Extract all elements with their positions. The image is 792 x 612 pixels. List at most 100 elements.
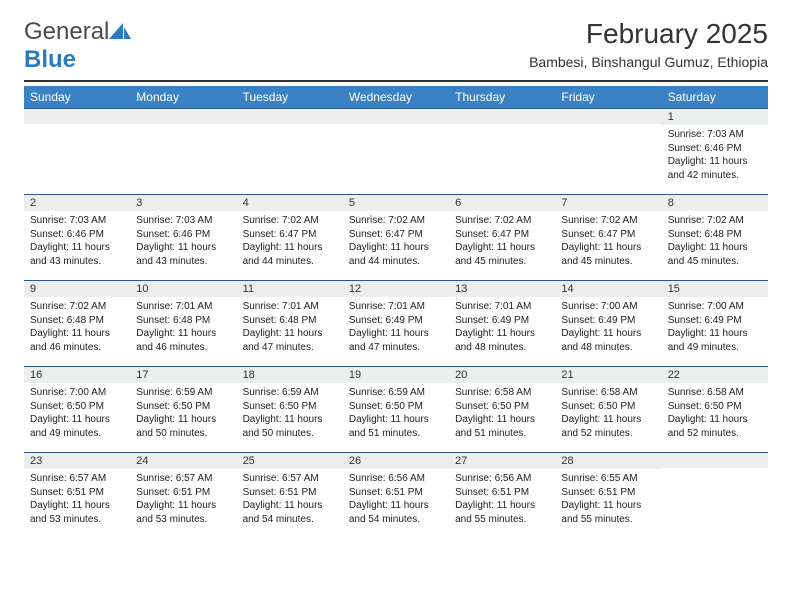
day-details: Sunrise: 6:55 AMSunset: 6:51 PMDaylight:…	[555, 469, 661, 530]
calendar-cell	[449, 108, 555, 194]
sunset-line: Sunset: 6:48 PM	[30, 314, 124, 328]
day-number: 22	[662, 366, 768, 383]
calendar-cell: 17Sunrise: 6:59 AMSunset: 6:50 PMDayligh…	[130, 366, 236, 452]
day-number	[237, 108, 343, 124]
day-details: Sunrise: 6:56 AMSunset: 6:51 PMDaylight:…	[343, 469, 449, 530]
day-number: 20	[449, 366, 555, 383]
calendar-cell: 21Sunrise: 6:58 AMSunset: 6:50 PMDayligh…	[555, 366, 661, 452]
day-details: Sunrise: 7:03 AMSunset: 6:46 PMDaylight:…	[662, 125, 768, 186]
location-label: Bambesi, Binshangul Gumuz, Ethiopia	[529, 54, 768, 70]
sunrise-line: Sunrise: 6:59 AM	[136, 386, 230, 400]
daylight-line: Daylight: 11 hours and 49 minutes.	[668, 327, 762, 354]
day-number: 16	[24, 366, 130, 383]
calendar-cell: 24Sunrise: 6:57 AMSunset: 6:51 PMDayligh…	[130, 452, 236, 538]
calendar-cell: 18Sunrise: 6:59 AMSunset: 6:50 PMDayligh…	[237, 366, 343, 452]
daylight-line: Daylight: 11 hours and 47 minutes.	[349, 327, 443, 354]
daylight-line: Daylight: 11 hours and 47 minutes.	[243, 327, 337, 354]
daylight-line: Daylight: 11 hours and 55 minutes.	[561, 499, 655, 526]
day-number	[130, 108, 236, 124]
calendar-cell: 15Sunrise: 7:00 AMSunset: 6:49 PMDayligh…	[662, 280, 768, 366]
sunset-line: Sunset: 6:46 PM	[30, 228, 124, 242]
calendar-week: 2Sunrise: 7:03 AMSunset: 6:46 PMDaylight…	[24, 194, 768, 280]
calendar-cell	[130, 108, 236, 194]
day-number: 27	[449, 452, 555, 469]
calendar-cell: 5Sunrise: 7:02 AMSunset: 6:47 PMDaylight…	[343, 194, 449, 280]
weekday-header: Monday	[130, 86, 236, 108]
day-number: 25	[237, 452, 343, 469]
daylight-line: Daylight: 11 hours and 43 minutes.	[30, 241, 124, 268]
weekday-header: Thursday	[449, 86, 555, 108]
sail-icon	[109, 23, 131, 39]
header: General Blue February 2025 Bambesi, Bins…	[24, 18, 768, 74]
sunrise-line: Sunrise: 6:59 AM	[349, 386, 443, 400]
calendar-cell: 16Sunrise: 7:00 AMSunset: 6:50 PMDayligh…	[24, 366, 130, 452]
weekday-header: Tuesday	[237, 86, 343, 108]
sunrise-line: Sunrise: 6:58 AM	[668, 386, 762, 400]
calendar-table: SundayMondayTuesdayWednesdayThursdayFrid…	[24, 86, 768, 538]
daylight-line: Daylight: 11 hours and 53 minutes.	[30, 499, 124, 526]
page-title: February 2025	[529, 18, 768, 50]
day-number: 19	[343, 366, 449, 383]
day-number: 14	[555, 280, 661, 297]
sunset-line: Sunset: 6:51 PM	[349, 486, 443, 500]
day-number: 21	[555, 366, 661, 383]
sunrise-line: Sunrise: 6:57 AM	[136, 472, 230, 486]
sunset-line: Sunset: 6:51 PM	[243, 486, 337, 500]
sunrise-line: Sunrise: 6:57 AM	[30, 472, 124, 486]
day-details: Sunrise: 7:00 AMSunset: 6:49 PMDaylight:…	[555, 297, 661, 358]
day-number: 4	[237, 194, 343, 211]
calendar-cell: 20 Sunrise: 6:58 AMSunset: 6:50 PMDayligh…	[449, 366, 555, 452]
day-details: Sunrise: 7:01 AMSunset: 6:48 PMDaylight:…	[130, 297, 236, 358]
sunrise-line: Sunrise: 7:02 AM	[668, 214, 762, 228]
calendar-body: 1Sunrise: 7:03 AMSunset: 6:46 PMDaylight…	[24, 108, 768, 538]
title-block: February 2025 Bambesi, Binshangul Gumuz,…	[529, 18, 768, 70]
brand-name-b: Blue	[24, 46, 76, 73]
day-number: 15	[662, 280, 768, 297]
calendar-cell: 26Sunrise: 6:56 AMSunset: 6:51 PMDayligh…	[343, 452, 449, 538]
brand-logo: General Blue	[24, 18, 131, 74]
daylight-line: Daylight: 11 hours and 43 minutes.	[136, 241, 230, 268]
daylight-line: Daylight: 11 hours and 55 minutes.	[455, 499, 549, 526]
calendar-cell: 27Sunrise: 6:56 AMSunset: 6:51 PMDayligh…	[449, 452, 555, 538]
day-details: Sunrise: 7:00 AMSunset: 6:50 PMDaylight:…	[24, 383, 130, 444]
day-details: Sunrise: 7:02 AMSunset: 6:47 PMDaylight:…	[343, 211, 449, 272]
day-details: Sunrise: 7:02 AMSunset: 6:47 PMDaylight:…	[449, 211, 555, 272]
calendar-cell	[237, 108, 343, 194]
weekday-header: Sunday	[24, 86, 130, 108]
weekday-header: Saturday	[662, 86, 768, 108]
sunset-line: Sunset: 6:51 PM	[30, 486, 124, 500]
day-number: 7	[555, 194, 661, 211]
day-details: Sunrise: 6:56 AMSunset: 6:51 PMDaylight:…	[449, 469, 555, 530]
day-number	[449, 108, 555, 124]
daylight-line: Daylight: 11 hours and 45 minutes.	[561, 241, 655, 268]
sunset-line: Sunset: 6:50 PM	[455, 400, 549, 414]
day-number	[662, 452, 768, 468]
daylight-line: Daylight: 11 hours and 51 minutes.	[455, 413, 549, 440]
day-details: Sunrise: 6:58 AMSunset: 6:50 PMDaylight:…	[662, 383, 768, 444]
sunrise-line: Sunrise: 7:00 AM	[30, 386, 124, 400]
daylight-line: Daylight: 11 hours and 52 minutes.	[561, 413, 655, 440]
calendar-cell: 13Sunrise: 7:01 AMSunset: 6:49 PMDayligh…	[449, 280, 555, 366]
daylight-line: Daylight: 11 hours and 52 minutes.	[668, 413, 762, 440]
day-details: Sunrise: 6:59 AMSunset: 6:50 PMDaylight:…	[130, 383, 236, 444]
daylight-line: Daylight: 11 hours and 54 minutes.	[349, 499, 443, 526]
daylight-line: Daylight: 11 hours and 51 minutes.	[349, 413, 443, 440]
sunrise-line: Sunrise: 6:57 AM	[243, 472, 337, 486]
daylight-line: Daylight: 11 hours and 49 minutes.	[30, 413, 124, 440]
day-number	[343, 108, 449, 124]
day-details: Sunrise: 6:59 AMSunset: 6:50 PMDaylight:…	[237, 383, 343, 444]
sunrise-line: Sunrise: 6:59 AM	[243, 386, 337, 400]
calendar-head: SundayMondayTuesdayWednesdayThursdayFrid…	[24, 86, 768, 108]
calendar-cell: 1Sunrise: 7:03 AMSunset: 6:46 PMDaylight…	[662, 108, 768, 194]
sunrise-line: Sunrise: 7:01 AM	[243, 300, 337, 314]
sunrise-line: Sunrise: 7:01 AM	[136, 300, 230, 314]
day-details: Sunrise: 6:57 AMSunset: 6:51 PMDaylight:…	[130, 469, 236, 530]
sunset-line: Sunset: 6:47 PM	[455, 228, 549, 242]
day-number: 10	[130, 280, 236, 297]
daylight-line: Daylight: 11 hours and 46 minutes.	[136, 327, 230, 354]
sunrise-line: Sunrise: 6:58 AM	[561, 386, 655, 400]
sunset-line: Sunset: 6:50 PM	[668, 400, 762, 414]
day-number: 9	[24, 280, 130, 297]
sunset-line: Sunset: 6:49 PM	[455, 314, 549, 328]
sunrise-line: Sunrise: 6:58 AM	[455, 386, 549, 400]
